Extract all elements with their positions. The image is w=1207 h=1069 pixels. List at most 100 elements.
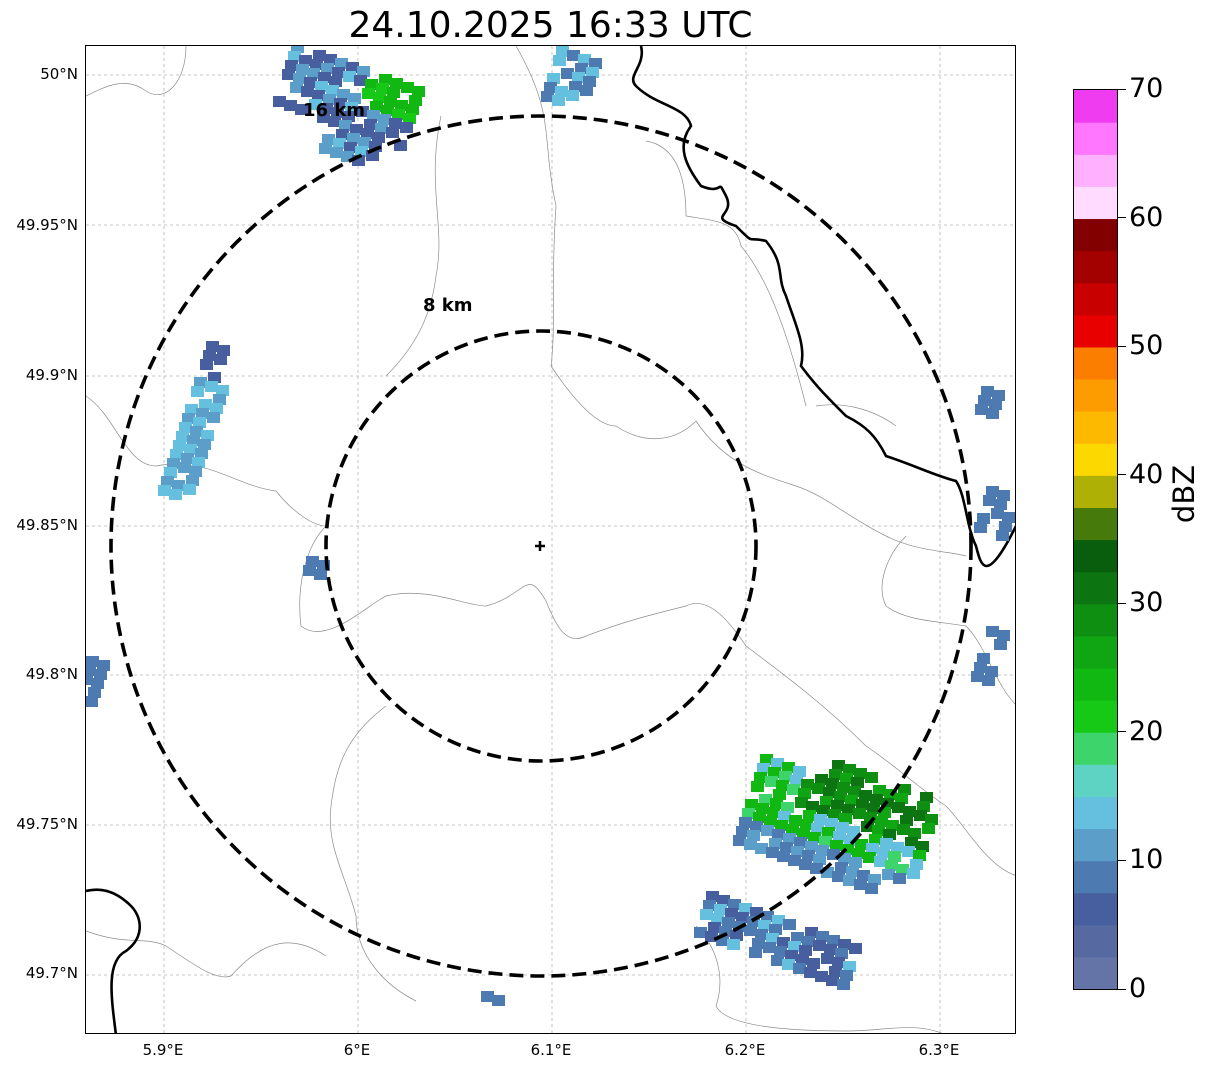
radar-echo-cell: [992, 390, 1005, 401]
radar-echo-cell: [330, 147, 343, 158]
radar-echo-cell: [805, 841, 818, 852]
map-gridlines: [86, 46, 1015, 1033]
radar-echo-cell: [282, 69, 295, 80]
radar-echo-cell: [403, 113, 416, 124]
radar-echo-cell: [843, 875, 856, 886]
colorbar-band: [1074, 250, 1117, 284]
radar-echo-cell: [757, 763, 770, 774]
radar-echo-cell: [317, 560, 330, 571]
radar-map[interactable]: [85, 45, 1016, 1034]
radar-echo-cell: [774, 946, 787, 957]
colorbar-band: [1074, 667, 1117, 701]
radar-echo-cell: [173, 440, 186, 451]
radar-echo-cell: [749, 947, 762, 958]
radar-echo-cell: [813, 854, 826, 865]
radar-echo-cell: [999, 521, 1012, 532]
radar-echo-cell: [896, 864, 909, 875]
radar-echo-cell: [978, 395, 991, 406]
radar-echo-cell: [787, 784, 800, 795]
lat-label: 50°N: [40, 65, 78, 83]
radar-echo-cell: [981, 386, 994, 397]
radar-echo-cell: [186, 475, 199, 486]
radar-echo-cell: [301, 86, 314, 97]
colorbar-band: [1074, 90, 1117, 123]
radar-echo-cell: [337, 89, 350, 100]
radar-echo-cell: [312, 90, 325, 101]
radar-echo-cell: [754, 772, 767, 783]
radar-echo-cell: [769, 924, 782, 935]
radar-echo-cell: [865, 772, 878, 783]
radar-echo-cell: [892, 802, 905, 813]
radar-echo-cell: [319, 143, 332, 154]
radar-echo-cell: [851, 777, 864, 788]
radar-echo-cell: [387, 87, 400, 98]
radar-echo-cell: [326, 85, 339, 96]
radar-echo-cell: [201, 430, 214, 441]
radar-echo-cell: [856, 799, 869, 810]
radar-echo-cell: [777, 937, 790, 948]
radar-echo-cell: [814, 814, 827, 825]
radar-echo-cell: [284, 100, 297, 111]
radar-echo-cell: [849, 943, 862, 954]
lat-label: 49.95°N: [16, 216, 78, 234]
radar-echo-cell: [751, 781, 764, 792]
radar-echo-cell: [974, 522, 987, 533]
radar-echo-cell: [902, 846, 915, 857]
radar-echo-cell: [196, 408, 209, 419]
radar-echo-cell: [801, 779, 814, 790]
radar-echo-cell: [350, 124, 363, 135]
radar-echo-cell: [768, 767, 781, 778]
radar-echo-cell: [839, 813, 852, 824]
radar-echo-cell: [400, 122, 413, 133]
lat-label: 49.9°N: [25, 366, 78, 384]
colorbar-tick-label: 60: [1129, 201, 1164, 233]
colorbar-tick: [1118, 731, 1126, 733]
colorbar-tick: [1118, 345, 1126, 347]
radar-echo-cell: [158, 485, 171, 496]
radar-echo-cell: [293, 73, 306, 84]
radar-echo-cell: [747, 830, 760, 841]
radar-echo-cell: [867, 803, 880, 814]
colorbar-band: [1074, 764, 1117, 797]
lat-label: 49.8°N: [25, 665, 78, 683]
radar-echo-cell: [705, 931, 718, 942]
radar-echo-cell: [793, 963, 806, 974]
radar-echo-cell: [189, 466, 202, 477]
radar-echo-cell: [572, 72, 585, 83]
radar-echo-cell: [870, 794, 883, 805]
radar-echo-cell: [285, 60, 298, 71]
radar-echo-cell: [372, 132, 385, 143]
radar-echo-cell: [722, 917, 735, 928]
radar-echo-cell: [344, 142, 357, 153]
radar-echo-cell: [816, 931, 829, 942]
radar-echo-cell: [777, 851, 790, 862]
radar-echo-cell: [750, 907, 763, 918]
radar-echo-cell: [711, 913, 724, 924]
radar-echo-cell: [900, 815, 913, 826]
radar-echo-cell: [782, 762, 795, 773]
radar-echo-cell: [844, 835, 857, 846]
lat-label: 49.75°N: [16, 815, 78, 833]
radar-echo-cell: [997, 630, 1010, 641]
radar-site-marker: [535, 541, 545, 551]
radar-echo-cell: [739, 903, 752, 914]
radar-echo-cell: [336, 129, 349, 140]
radar-echo-cell: [994, 639, 1007, 650]
radar-echo-cell: [816, 845, 829, 856]
radar-echo-cell: [829, 966, 842, 977]
radar-echo-cell: [86, 696, 98, 707]
radar-echo-cell: [905, 837, 918, 848]
radar-echoes: [86, 46, 1015, 1006]
radar-echo-cell: [873, 785, 886, 796]
radar-echo-cell: [771, 955, 784, 966]
radar-echo-cell: [989, 399, 1002, 410]
radar-echo-cell: [727, 939, 740, 950]
radar-echo-cell: [770, 798, 783, 809]
radar-echo-cell: [88, 687, 101, 698]
range-ring-16km: [109, 114, 973, 978]
colorbar-band: [1074, 924, 1117, 958]
radar-echo-cell: [379, 74, 392, 85]
colorbar-band: [1074, 603, 1117, 637]
radar-echo-cell: [332, 67, 345, 78]
radar-echo-cell: [827, 849, 840, 860]
